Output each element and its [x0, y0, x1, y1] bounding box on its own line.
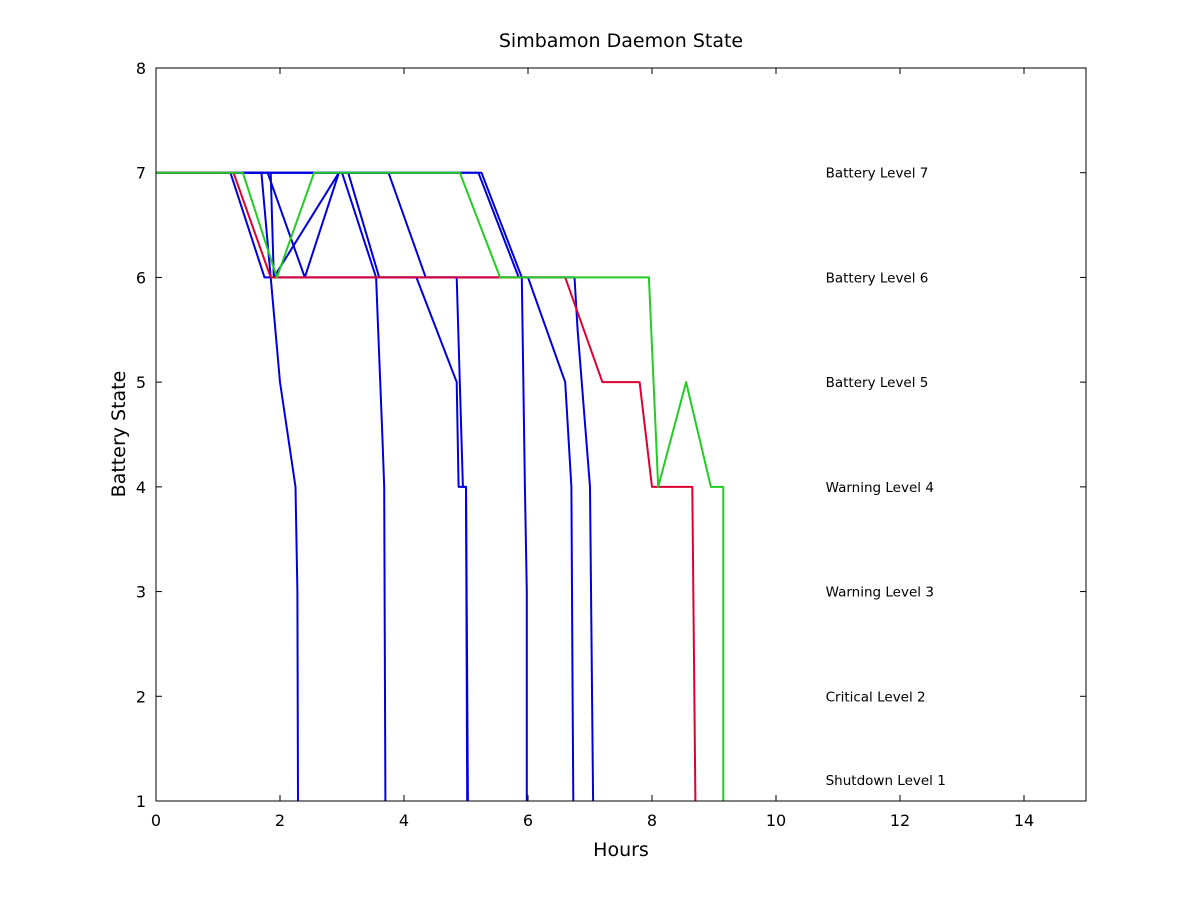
x-tick-label: 6	[523, 811, 533, 830]
x-tick-label: 2	[275, 811, 285, 830]
level-annotation: Warning Level 4	[826, 480, 934, 496]
series-line	[156, 171, 697, 802]
y-tick-label: 6	[136, 268, 146, 287]
x-tick-label: 14	[1014, 811, 1034, 830]
level-annotation: Warning Level 3	[826, 585, 934, 601]
y-tick-label: 3	[136, 583, 146, 602]
x-tick-label: 10	[766, 811, 786, 830]
x-tick-label: 8	[647, 811, 657, 830]
series-line	[156, 171, 469, 802]
series-line	[156, 171, 528, 801]
series-line	[156, 171, 725, 801]
series-line	[156, 171, 469, 802]
x-tick-label: 0	[151, 811, 161, 830]
y-tick-label: 7	[136, 164, 146, 183]
level-annotation: Shutdown Level 1	[826, 773, 946, 789]
chart-title: Simbamon Daemon State	[499, 30, 743, 52]
level-annotation: Battery Level 7	[826, 166, 929, 182]
y-tick-label: 5	[136, 373, 146, 392]
series-line	[156, 171, 575, 802]
level-annotations: Battery Level 7 Battery Level 6 Battery Le…	[826, 166, 946, 789]
y-tick-label: 4	[136, 478, 146, 497]
series-line	[156, 171, 299, 802]
y-axis-label: Battery State	[108, 371, 130, 498]
level-annotation: Battery Level 6	[826, 270, 929, 286]
x-tick-label: 4	[399, 811, 409, 830]
x-axis-label: Hours	[593, 839, 649, 861]
y-tick-label: 2	[136, 687, 146, 706]
level-annotation: Critical Level 2	[826, 689, 926, 705]
level-annotation: Battery Level 5	[826, 375, 929, 391]
y-tick-label: 8	[136, 59, 146, 78]
series-lines	[156, 171, 725, 802]
x-tick-label: 12	[890, 811, 910, 830]
plot-area-frame	[155, 67, 1087, 802]
y-tick-label: 1	[136, 792, 146, 811]
